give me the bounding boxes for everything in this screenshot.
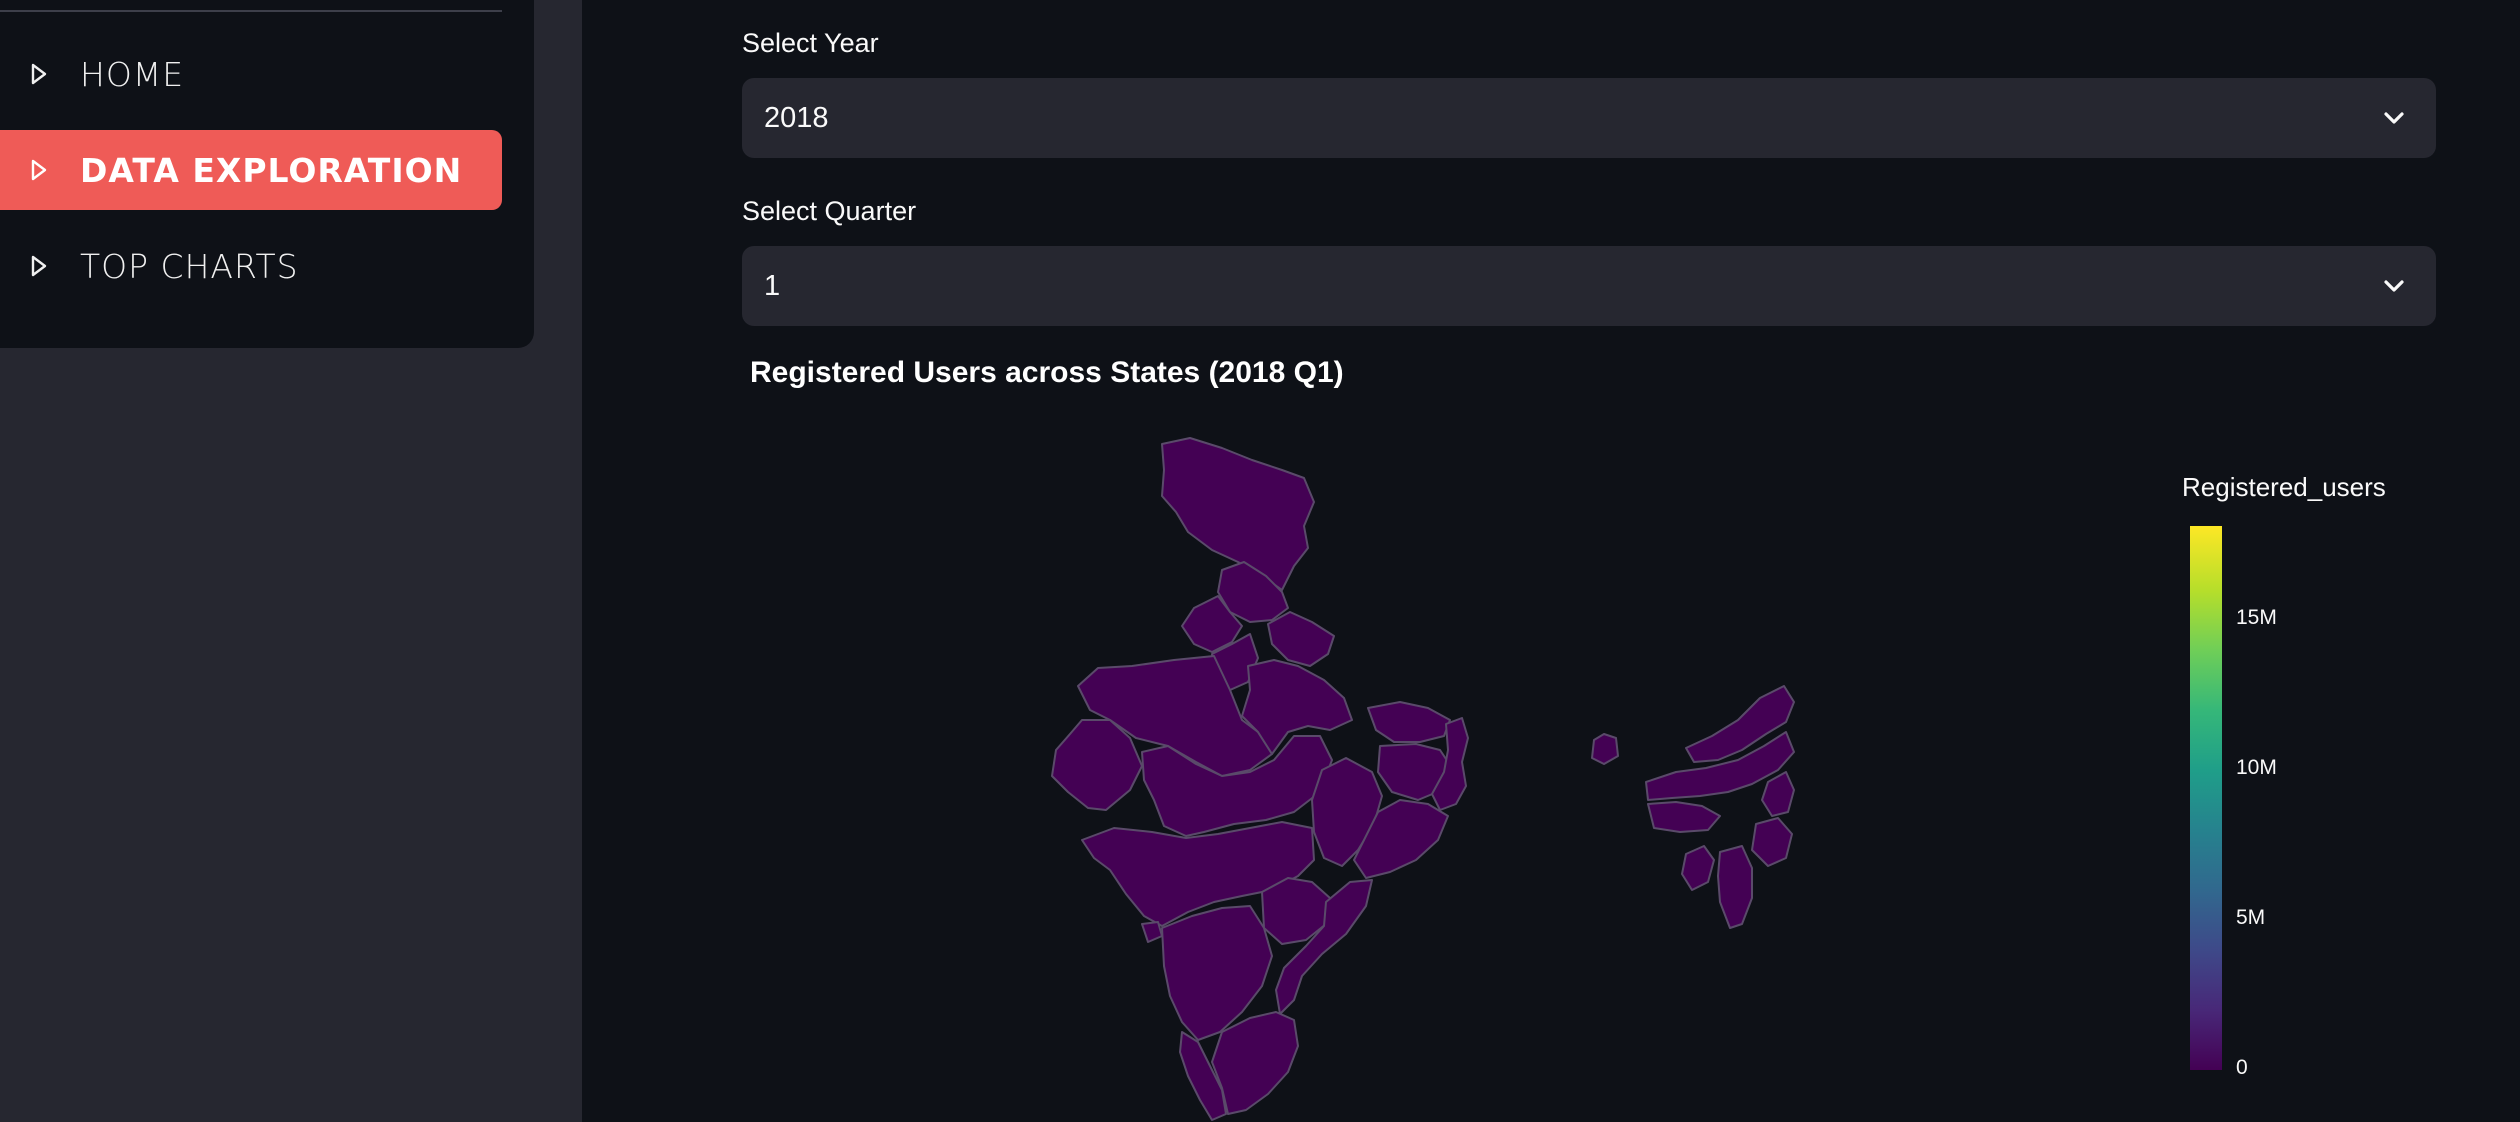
state-region[interactable] bbox=[1217, 561, 1289, 623]
colorbar-tick: 10M bbox=[2236, 756, 2277, 779]
state-region[interactable] bbox=[1751, 817, 1793, 867]
play-outline-icon bbox=[28, 61, 50, 87]
state-region[interactable] bbox=[1353, 799, 1449, 879]
state-region[interactable] bbox=[1179, 1031, 1227, 1121]
state-region[interactable] bbox=[1161, 905, 1273, 1041]
state-region[interactable] bbox=[1051, 719, 1143, 811]
state-region[interactable] bbox=[1685, 685, 1795, 763]
play-outline-icon bbox=[28, 253, 50, 279]
navigation-menu: HOME DATA EXPLORATION TOP CHARTS bbox=[0, 0, 534, 348]
menu-item-label: TOP CHARTS bbox=[80, 246, 299, 286]
india-choropleth-map[interactable] bbox=[582, 420, 1882, 1122]
colorbar-tick: 15M bbox=[2236, 606, 2277, 629]
state-region[interactable] bbox=[1077, 655, 1273, 777]
chart-title: Registered Users across States (2018 Q1) bbox=[750, 356, 1344, 389]
menu-item-top-charts[interactable]: TOP CHARTS bbox=[0, 226, 502, 306]
menu-divider bbox=[0, 10, 502, 12]
select-year-label: Select Year bbox=[742, 28, 879, 58]
state-region[interactable] bbox=[1275, 879, 1373, 1015]
colorbar-title: Registered_users bbox=[2182, 472, 2386, 502]
menu-item-data-exploration[interactable]: DATA EXPLORATION bbox=[0, 130, 502, 210]
main-content: Select Year 2018 Select Quarter 1 Regist… bbox=[582, 0, 2520, 1122]
play-outline-icon bbox=[28, 157, 50, 183]
state-region[interactable] bbox=[1241, 659, 1353, 755]
chevron-down-icon bbox=[2382, 274, 2406, 303]
state-region[interactable] bbox=[1161, 437, 1315, 591]
state-region[interactable] bbox=[1761, 771, 1795, 817]
select-quarter-dropdown[interactable]: 1 bbox=[742, 246, 2436, 326]
sidebar: HOME DATA EXPLORATION TOP CHARTS bbox=[0, 0, 582, 1122]
state-region[interactable] bbox=[1717, 845, 1753, 929]
select-year-value: 2018 bbox=[764, 101, 829, 134]
colorbar-tick: 5M bbox=[2236, 906, 2266, 929]
colorbar-tick: 0 bbox=[2236, 1056, 2248, 1079]
select-year-dropdown[interactable]: 2018 bbox=[742, 78, 2436, 158]
state-region[interactable] bbox=[1267, 611, 1335, 667]
select-quarter-label: Select Quarter bbox=[742, 196, 917, 226]
colorbar bbox=[2190, 526, 2222, 1070]
select-quarter-value: 1 bbox=[764, 269, 781, 302]
state-region[interactable] bbox=[1431, 717, 1469, 811]
menu-item-home[interactable]: HOME bbox=[0, 34, 502, 114]
state-region[interactable] bbox=[1141, 921, 1163, 943]
state-region[interactable] bbox=[1681, 845, 1715, 891]
menu-item-label: HOME bbox=[80, 54, 185, 94]
state-region[interactable] bbox=[1647, 801, 1721, 833]
state-region[interactable] bbox=[1591, 733, 1619, 765]
chevron-down-icon bbox=[2382, 106, 2406, 135]
menu-item-label: DATA EXPLORATION bbox=[80, 150, 463, 190]
state-region[interactable] bbox=[1181, 595, 1243, 653]
state-region[interactable] bbox=[1645, 731, 1795, 801]
state-region[interactable] bbox=[1211, 1011, 1299, 1115]
state-region[interactable] bbox=[1367, 701, 1451, 743]
